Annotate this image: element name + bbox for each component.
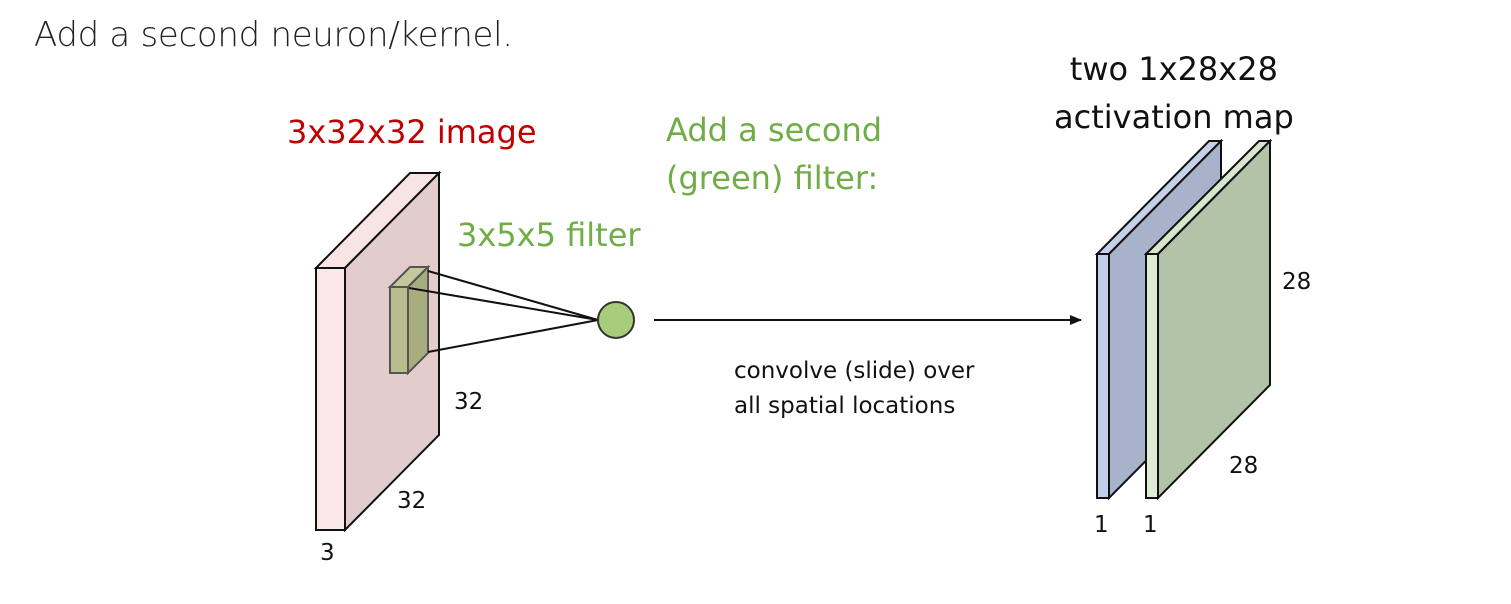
second-filter-note-line1: Add a second [666, 111, 883, 149]
filter-side-face [407, 264, 429, 376]
output-width-dim: 28 [1229, 453, 1259, 479]
activation-map-2-depth: 1 [1143, 512, 1158, 538]
filter-front-face [389, 286, 409, 374]
activation-maps-label-line2: activation map [1054, 98, 1294, 136]
filter-volume [387, 264, 431, 376]
activation-map-1-depth: 1 [1094, 512, 1109, 538]
convolve-description: convolve (slide) over all spatial locati… [734, 354, 975, 424]
input-depth-dim: 3 [320, 540, 335, 566]
second-filter-note: Add a second (green) filter: [666, 106, 882, 202]
slide-title: Add a second neuron/kernel. [34, 15, 513, 55]
convolve-description-line1: convolve (slide) over [734, 358, 975, 384]
activation-maps-label: two 1x28x28 activation map [1054, 45, 1294, 141]
activation-maps-label-line1: two 1x28x28 [1069, 50, 1278, 88]
second-filter-note-line2: (green) filter: [666, 159, 879, 197]
convolve-description-line2: all spatial locations [734, 393, 956, 419]
input-volume-front-face [315, 267, 346, 531]
activation-map-2-side-face [1157, 138, 1271, 501]
connection-line-top [427, 270, 599, 321]
activation-map-1-front-face [1096, 253, 1110, 499]
input-height-dim: 32 [454, 389, 484, 415]
activation-map-2 [1143, 138, 1273, 501]
neuron-circle [597, 301, 635, 339]
input-width-dim: 32 [397, 488, 427, 514]
output-height-dim: 28 [1282, 269, 1312, 295]
activation-map-2-front-face [1145, 253, 1159, 499]
connection-line-middle [408, 287, 599, 321]
connection-line-bottom [427, 319, 599, 353]
input-volume-label: 3x32x32 image [287, 113, 537, 151]
filter-connections [408, 270, 599, 353]
filter-label: 3x5x5 filter [457, 216, 641, 254]
